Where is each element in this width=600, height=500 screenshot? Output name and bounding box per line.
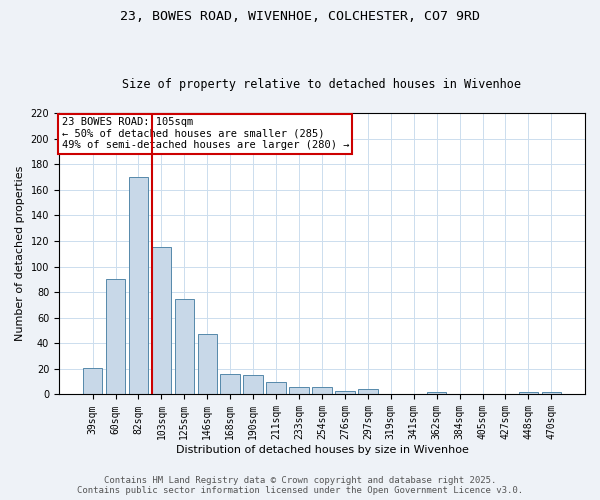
Bar [335,390,355,394]
Title: Size of property relative to detached houses in Wivenhoe: Size of property relative to detached ho… [122,78,521,91]
Y-axis label: Number of detached properties: Number of detached properties [15,166,25,342]
Bar [266,382,286,394]
Bar [542,392,561,394]
Bar [128,177,148,394]
Bar [358,390,377,394]
Bar [175,298,194,394]
Bar [197,334,217,394]
Bar [106,280,125,394]
Text: Contains HM Land Registry data © Crown copyright and database right 2025.
Contai: Contains HM Land Registry data © Crown c… [77,476,523,495]
Bar [152,248,171,394]
X-axis label: Distribution of detached houses by size in Wivenhoe: Distribution of detached houses by size … [176,445,469,455]
Bar [244,376,263,394]
Bar [312,387,332,394]
Text: 23, BOWES ROAD, WIVENHOE, COLCHESTER, CO7 9RD: 23, BOWES ROAD, WIVENHOE, COLCHESTER, CO… [120,10,480,23]
Bar [289,387,309,394]
Bar [220,374,240,394]
Bar [518,392,538,394]
Bar [83,368,103,394]
Text: 23 BOWES ROAD: 105sqm
← 50% of detached houses are smaller (285)
49% of semi-det: 23 BOWES ROAD: 105sqm ← 50% of detached … [62,117,349,150]
Bar [427,392,446,394]
